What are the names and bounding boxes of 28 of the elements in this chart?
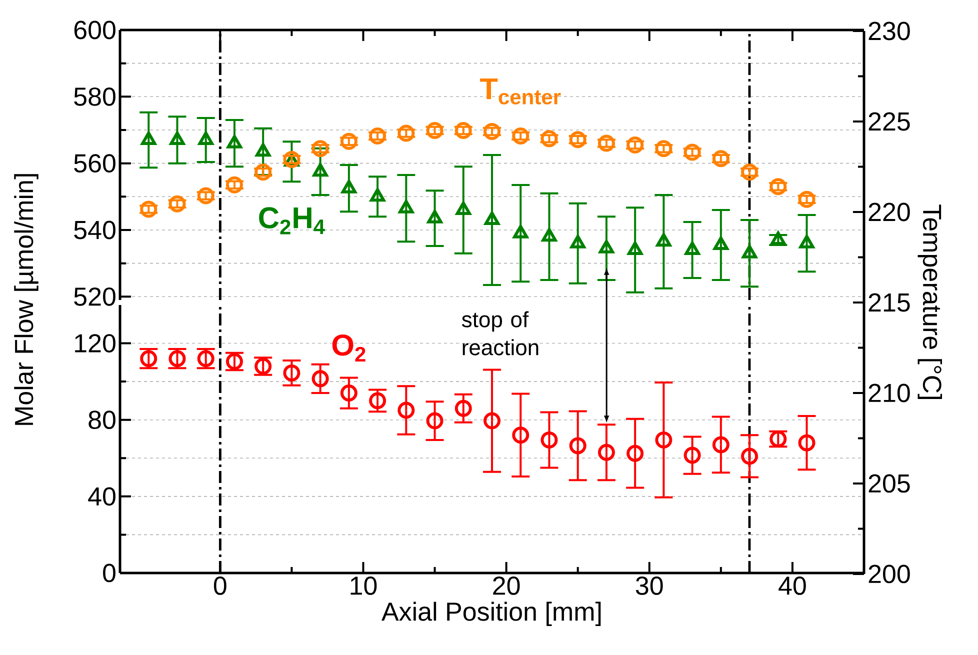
y2-tick-label: 220 [868,202,910,222]
y2-tick-label: 205 [868,474,910,493]
series-label: C$_{2}$H$_{4}$ [259,207,325,234]
y-tick-label: 560 [74,154,116,173]
y-tick-label: 120 [75,334,116,352]
y2-axis-title: Temperature [°C] [918,204,942,399]
annotation: stop of reaction [462,311,538,356]
y-tick-label: 40 [88,487,116,506]
y2-tick-label: 210 [868,384,910,402]
y-axis-title: Molar Flow [µmol/min] [14,174,38,425]
y-tick-label: 600 [74,20,116,40]
series-label: O$_{2}$ [332,334,366,362]
x-axis-title: Axial Position [mm] [382,602,601,626]
y2-tick-label: 200 [868,564,910,584]
y2-tick-label: 225 [868,112,910,131]
series-label: T$_{center}$ [480,78,561,104]
y-tick-label: 540 [74,220,116,240]
y-tick-label: 580 [74,87,116,106]
x-tick-label: 20 [493,576,520,595]
y2-tick-label: 215 [868,293,910,312]
y-tick-label: 520 [74,287,116,306]
y-tick-label: 0 [103,564,116,582]
y-tick-label: 80 [88,410,116,430]
x-tick-label: 40 [778,576,806,595]
x-tick-label: 10 [350,576,377,595]
y2-tick-label: 230 [868,22,910,40]
x-tick-label: 30 [636,576,663,595]
x-tick-label: 0 [214,576,226,595]
